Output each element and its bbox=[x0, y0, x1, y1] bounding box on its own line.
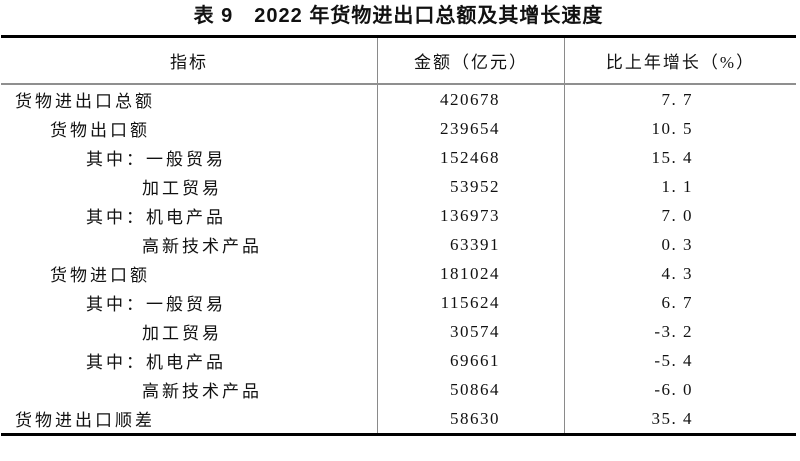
trade-statistics-table: 指标 金额（亿元） 比上年增长（%） 货物进出口总额 420678 7. 7 货… bbox=[1, 35, 796, 436]
table-row: 高新技术产品 50864 -6. 0 bbox=[1, 375, 796, 404]
table-row: 货物进出口总额 420678 7. 7 bbox=[1, 85, 796, 114]
table-row: 其中：机电产品 136973 7. 0 bbox=[1, 201, 796, 230]
indicator-cell: 货物出口额 bbox=[50, 121, 150, 140]
amount-cell: 181024 bbox=[377, 259, 565, 288]
amount-cell: 30574 bbox=[377, 317, 565, 346]
growth-cell: 35. 4 bbox=[651, 408, 693, 428]
amount-cell: 50864 bbox=[377, 375, 565, 404]
table-title: 表 9 2022 年货物进出口总额及其增长速度 bbox=[193, 5, 604, 27]
header-amount: 金额（亿元） bbox=[377, 38, 565, 83]
indicator-cell: 货物进出口总额 bbox=[15, 92, 155, 111]
indicator-cell: 其中：一般贸易 bbox=[86, 295, 226, 314]
indicator-cell: 其中：一般贸易 bbox=[86, 150, 226, 169]
table-row: 其中：机电产品 69661 -5. 4 bbox=[1, 346, 796, 375]
indicator-cell: 其中：机电产品 bbox=[86, 208, 226, 227]
table-row: 加工贸易 53952 1. 1 bbox=[1, 172, 796, 201]
amount-cell: 136973 bbox=[377, 201, 565, 230]
growth-cell: -3. 2 bbox=[654, 321, 693, 341]
indicator-cell: 货物进出口顺差 bbox=[15, 411, 155, 430]
table-header-row: 指标 金额（亿元） 比上年增长（%） bbox=[1, 38, 796, 85]
amount-cell: 69661 bbox=[377, 346, 565, 375]
header-indicator: 指标 bbox=[170, 53, 208, 72]
table-row: 高新技术产品 63391 0. 3 bbox=[1, 230, 796, 259]
growth-cell: 1. 1 bbox=[661, 176, 693, 196]
indicator-cell: 加工贸易 bbox=[142, 179, 222, 198]
growth-cell: 7. 7 bbox=[661, 89, 693, 109]
growth-cell: -6. 0 bbox=[654, 379, 693, 399]
growth-cell: -5. 4 bbox=[654, 350, 693, 370]
table-body: 货物进出口总额 420678 7. 7 货物出口额 239654 10. 5 其… bbox=[1, 85, 796, 433]
table-row: 加工贸易 30574 -3. 2 bbox=[1, 317, 796, 346]
table-row: 货物出口额 239654 10. 5 bbox=[1, 114, 796, 143]
table-row: 其中：一般贸易 152468 15. 4 bbox=[1, 143, 796, 172]
indicator-cell: 货物进口额 bbox=[50, 266, 150, 285]
table-row: 货物进口额 181024 4. 3 bbox=[1, 259, 796, 288]
amount-cell: 63391 bbox=[377, 230, 565, 259]
header-growth: 比上年增长（%） bbox=[605, 53, 756, 72]
growth-cell: 10. 5 bbox=[651, 118, 693, 138]
amount-cell: 420678 bbox=[377, 85, 565, 114]
indicator-cell: 高新技术产品 bbox=[142, 382, 262, 401]
amount-cell: 53952 bbox=[377, 172, 565, 201]
growth-cell: 0. 3 bbox=[661, 234, 693, 254]
table-row: 其中：一般贸易 115624 6. 7 bbox=[1, 288, 796, 317]
indicator-cell: 其中：机电产品 bbox=[86, 353, 226, 372]
table-row: 货物进出口顺差 58630 35. 4 bbox=[1, 404, 796, 433]
amount-cell: 239654 bbox=[377, 114, 565, 143]
amount-cell: 115624 bbox=[377, 288, 565, 317]
growth-cell: 7. 0 bbox=[661, 205, 693, 225]
growth-cell: 15. 4 bbox=[651, 147, 693, 167]
amount-cell: 152468 bbox=[377, 143, 565, 172]
indicator-cell: 加工贸易 bbox=[142, 324, 222, 343]
indicator-cell: 高新技术产品 bbox=[142, 237, 262, 256]
growth-cell: 6. 7 bbox=[661, 292, 693, 312]
amount-cell: 58630 bbox=[377, 404, 565, 433]
growth-cell: 4. 3 bbox=[661, 263, 693, 283]
